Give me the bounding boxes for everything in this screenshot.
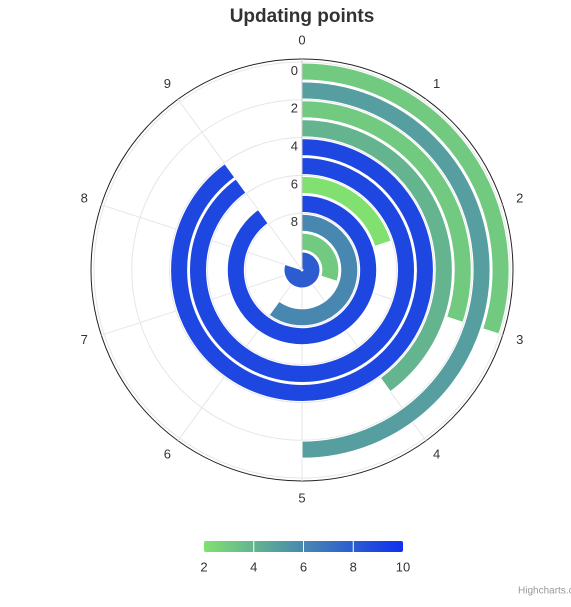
bar <box>170 138 434 402</box>
bar <box>301 62 510 335</box>
angle-tick-label: 2 <box>516 191 523 206</box>
angle-tick-label: 1 <box>433 76 440 91</box>
angle-tick-label: 4 <box>433 447 440 462</box>
chart-title: Updating points <box>230 6 375 27</box>
radial-tick-label: 0 <box>291 63 298 78</box>
bar <box>301 100 472 323</box>
angle-tick-label: 9 <box>164 76 171 91</box>
angle-tick-label: 7 <box>81 332 88 347</box>
color-tick-label: 10 <box>396 559 410 574</box>
credits: Highcharts.com <box>518 586 571 597</box>
radial-tick-label: 2 <box>291 101 298 116</box>
bar <box>268 213 359 327</box>
bar <box>226 194 378 346</box>
color-tick-label: 6 <box>300 559 307 574</box>
bar <box>301 232 340 283</box>
bar <box>301 175 392 247</box>
radial-tick-label: 6 <box>291 176 298 191</box>
bar <box>301 81 491 459</box>
angle-tick-label: 0 <box>298 32 305 47</box>
angle-tick-label: 3 <box>516 332 523 347</box>
radial-tick-label: 4 <box>291 139 298 154</box>
bar <box>188 156 416 384</box>
angle-tick-label: 5 <box>298 490 305 505</box>
color-tick-label: 4 <box>250 559 257 574</box>
bar <box>301 119 453 393</box>
color-tick-label: 2 <box>200 559 207 574</box>
color-tick-label: 8 <box>350 559 357 574</box>
angle-tick-label: 6 <box>164 447 171 462</box>
radial-tick-label: 8 <box>291 214 298 229</box>
bar <box>283 251 321 289</box>
angle-tick-label: 8 <box>81 191 88 206</box>
